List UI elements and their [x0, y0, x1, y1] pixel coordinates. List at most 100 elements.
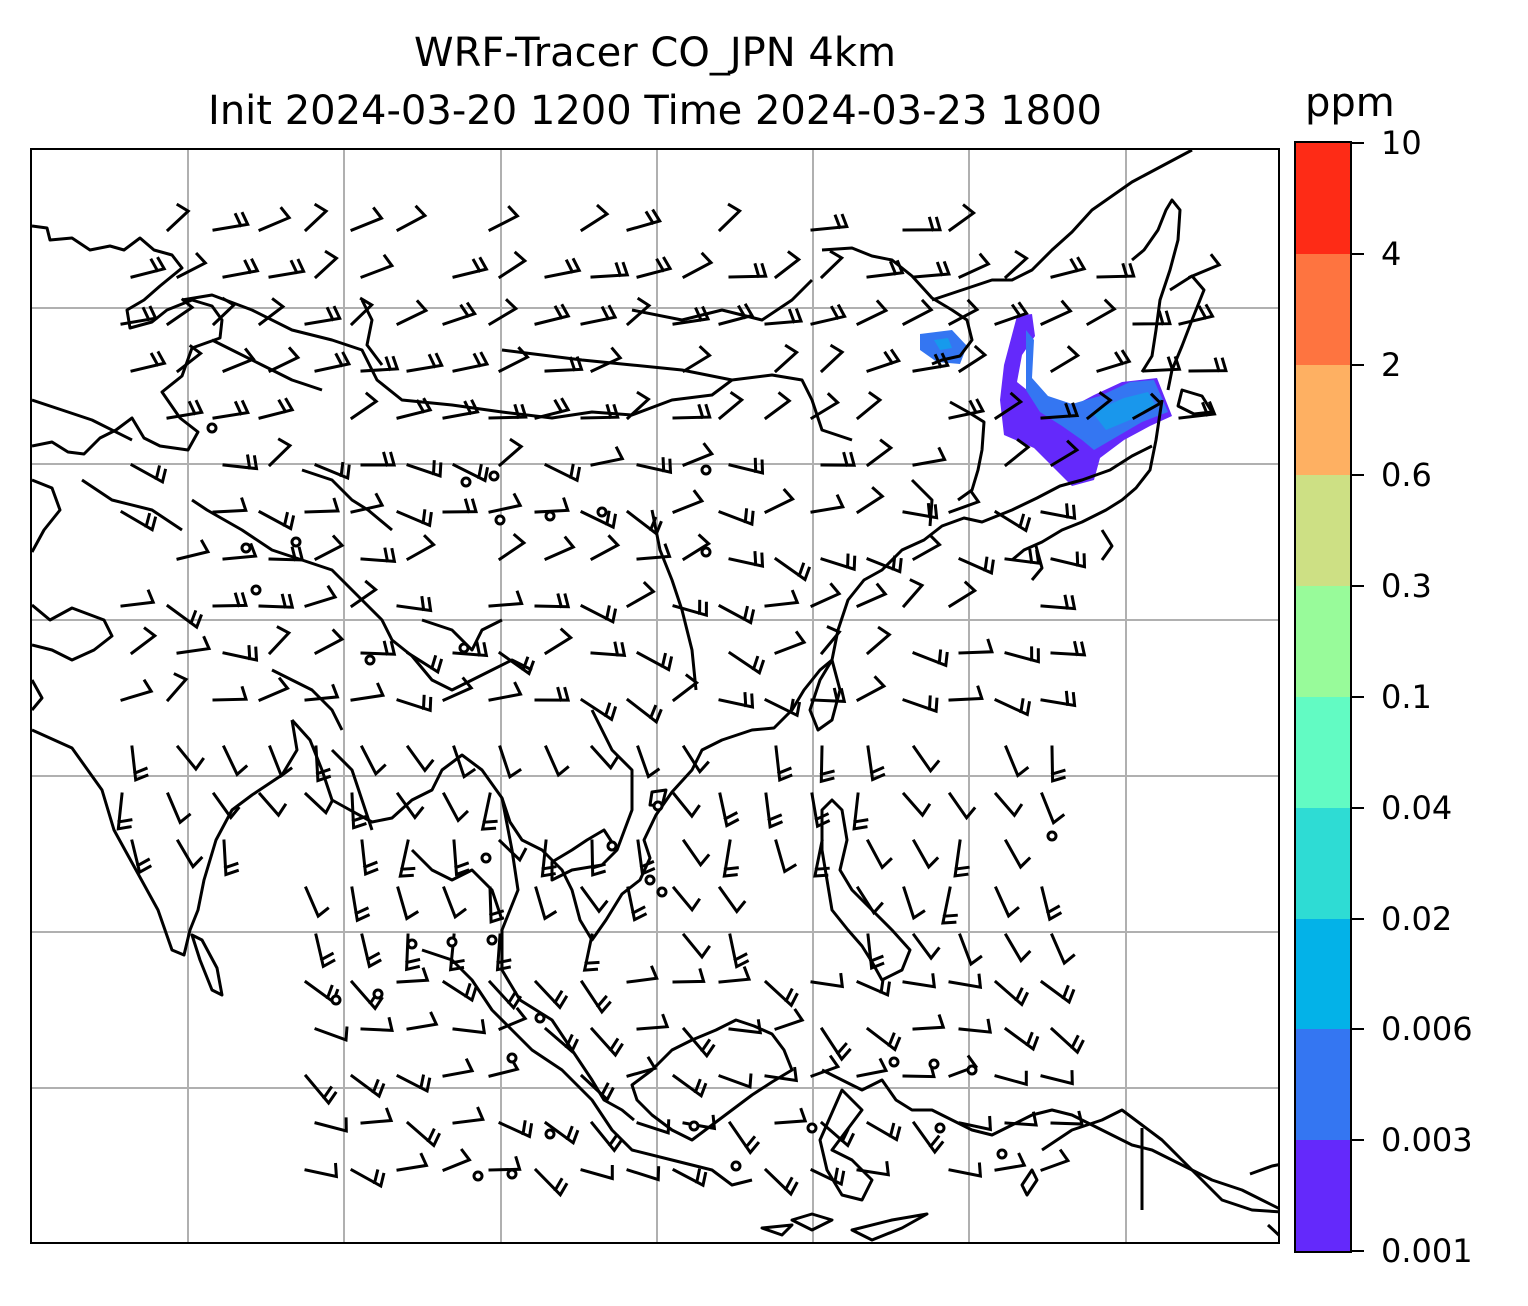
wind-barb: [396, 595, 433, 613]
wind-barb: [396, 886, 420, 921]
wind-barb: [350, 792, 367, 830]
wind-barb: [129, 462, 168, 485]
wind-barb: [911, 744, 941, 774]
wind-barb: [865, 838, 893, 870]
colorbar-tick-mark: [1352, 363, 1364, 366]
wind-barb: [671, 885, 701, 913]
wind-barb: [360, 253, 395, 279]
wind-barb: [533, 1167, 569, 1198]
wind-barb: [534, 886, 558, 921]
wind-barb: [359, 744, 387, 777]
wind-barb: [543, 1120, 580, 1146]
colorbar-segment: [1296, 364, 1350, 476]
wind-barb: [901, 578, 925, 609]
wind-barb: [1040, 503, 1077, 521]
wind-barb: [395, 204, 428, 233]
wind-barb: [774, 1107, 808, 1125]
wind-barb: [488, 681, 523, 702]
wind-barb: [1004, 1111, 1038, 1127]
calm-wind-marker: [730, 1160, 742, 1172]
wind-barb: [175, 838, 204, 870]
island-coast: [760, 1223, 794, 1237]
wind-barb: [350, 206, 384, 232]
map-title-line2: Init 2024-03-20 1200 Time 2024-03-23 180…: [208, 88, 1102, 134]
wind-barb: [442, 676, 474, 702]
wind-barb: [1040, 1148, 1071, 1172]
wind-barb: [819, 343, 845, 374]
wind-barb: [544, 257, 582, 279]
wind-barb: [681, 533, 712, 562]
wind-barb: [902, 973, 937, 989]
wind-barb: [993, 391, 1024, 421]
wind-barb: [1085, 298, 1117, 327]
wind-barb: [958, 638, 994, 655]
wind-barb: [442, 886, 467, 920]
wind-barb: [590, 346, 623, 373]
colorbar-segment: [1296, 143, 1350, 254]
wind-barb: [488, 886, 505, 924]
wind-barb: [626, 1056, 658, 1078]
wind-barb: [360, 839, 379, 877]
wind-barb: [994, 301, 1029, 326]
wind-barb: [912, 446, 947, 467]
colorbar-tick-label: 0.6: [1381, 456, 1432, 495]
wind-barb: [727, 1120, 761, 1155]
wind-barb: [304, 683, 340, 702]
wind-barb: [487, 205, 520, 233]
wind-barb: [212, 211, 250, 232]
country-border: [301, 468, 393, 532]
wind-barb: [819, 249, 845, 280]
wind-barb: [488, 492, 523, 514]
wind-barb: [580, 304, 618, 326]
wind-barb: [304, 886, 330, 919]
coastline: [1266, 1223, 1278, 1237]
plume-patch: [1092, 392, 1156, 430]
country-border: [631, 278, 814, 322]
wind-barb: [452, 1018, 487, 1035]
wind-barb: [258, 397, 295, 420]
wind-barb: [911, 533, 942, 562]
wind-barb: [314, 933, 336, 969]
calm-wind-marker: [364, 654, 376, 666]
wind-barb: [452, 839, 470, 877]
calm-wind-marker: [652, 800, 664, 812]
colorbar-tick-label: 0.04: [1381, 788, 1453, 827]
wind-barb: [498, 745, 522, 780]
wind-barb: [543, 462, 582, 483]
island-coast: [850, 1212, 929, 1242]
calm-wind-marker: [206, 422, 218, 434]
wind-barb: [1096, 262, 1136, 279]
wind-barb: [441, 791, 470, 823]
wind-barb: [672, 489, 705, 514]
wind-barb: [852, 792, 869, 831]
wind-barb: [865, 1120, 902, 1142]
wind-barb: [452, 745, 477, 780]
wind-barb: [405, 534, 437, 562]
wind-barb: [405, 744, 435, 773]
wind-barb: [912, 1014, 946, 1031]
wind-barb: [350, 682, 386, 702]
colorbar-segment: [1296, 918, 1350, 1030]
wind-barb: [718, 692, 755, 709]
wind-barb: [855, 299, 889, 327]
wind-barb: [580, 1165, 614, 1181]
colorbar-tick-mark: [1352, 252, 1364, 255]
wind-barb: [773, 343, 800, 374]
wind-barb: [1039, 979, 1076, 1005]
wind-barb: [268, 546, 305, 562]
calm-wind-marker: [544, 510, 556, 522]
wind-barb: [1050, 1110, 1084, 1126]
wind-barb: [912, 260, 951, 279]
wind-barb: [774, 839, 798, 874]
country-border: [421, 618, 503, 652]
wind-barb: [901, 791, 932, 818]
wind-barb: [579, 697, 618, 722]
island-coast: [818, 1088, 874, 1202]
coastline: [32, 719, 299, 957]
calm-wind-marker: [372, 988, 384, 1000]
wind-barb: [130, 256, 167, 279]
wind-barb: [406, 1011, 439, 1031]
wind-barb: [819, 1120, 856, 1148]
wind-barb: [1050, 745, 1066, 783]
calm-wind-marker: [934, 1122, 946, 1134]
